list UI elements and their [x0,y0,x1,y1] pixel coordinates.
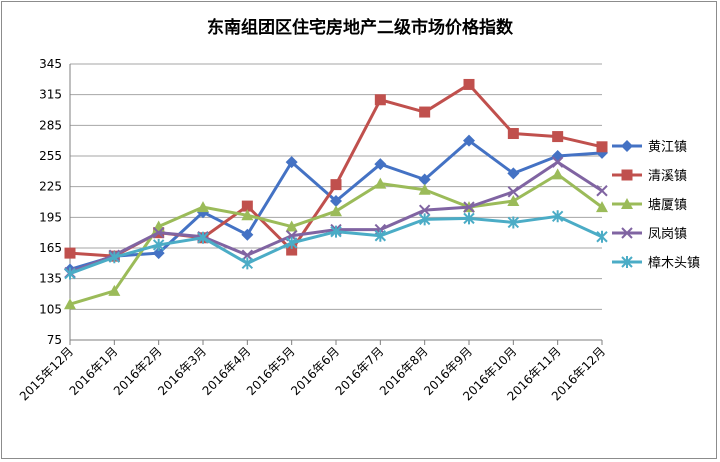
x-marker [507,186,520,198]
square-marker [64,247,76,259]
star-marker [152,238,165,251]
triangle-marker [596,201,608,213]
x-marker [152,226,165,239]
x-marker [463,201,475,213]
legend-label: 清溪镇 [648,169,687,184]
triangle-marker [374,177,387,189]
star-marker [197,231,209,244]
triangle-marker [551,168,564,180]
legend-label: 樟木头镇 [648,256,700,271]
diamond-marker [463,134,475,147]
chart-title: 东南组团区住宅房地产二级市场价格指数 [207,18,513,38]
diamond-marker [551,150,564,162]
series-line [69,172,603,306]
legend-label: 黄江镇 [648,140,687,155]
x-tick-label: 2015年12月 [17,344,76,403]
star-marker [418,213,431,226]
star-marker [108,251,121,264]
triangle-marker [285,220,298,232]
diamond-marker [330,194,342,207]
diamond-marker [374,158,387,171]
star-marker [507,216,520,229]
triangle-marker [241,209,254,221]
y-tick-label: 345 [39,57,62,71]
square-marker [621,169,633,181]
triangle-marker [197,201,209,213]
y-tick-label: 225 [39,180,62,194]
x-marker [241,249,254,261]
square-marker [596,141,608,153]
y-tick-label: 105 [39,302,62,316]
star-marker [551,210,564,223]
square-marker [552,131,564,143]
y-tick-label: 195 [39,210,62,224]
y-tick-label: 255 [39,149,62,163]
diamond-marker [241,228,254,241]
x-marker [418,204,431,216]
triangle-marker [108,284,121,296]
diamond-marker [418,173,431,186]
diamond-marker [152,247,165,260]
diamond-marker [285,156,298,169]
square-marker [286,244,298,256]
y-tick-label: 315 [39,88,62,102]
x-marker [621,227,633,239]
x-marker [551,156,564,168]
triangle-marker [621,198,633,209]
star-marker [241,257,254,270]
triangle-marker [418,183,431,195]
triangle-marker [64,298,76,310]
square-marker [330,179,342,191]
y-tick-label: 165 [39,241,62,255]
square-marker [241,200,253,212]
square-marker [419,106,431,118]
legend-label: 凤岗镇 [648,227,687,242]
triangle-marker [330,205,342,217]
star-marker [64,267,76,280]
star-marker [285,236,298,249]
y-tick-label: 285 [39,118,62,132]
y-tick-label: 135 [39,272,62,286]
y-tick-label: 75 [47,333,62,347]
star-marker [463,212,475,225]
square-marker [507,128,519,140]
triangle-marker [507,194,520,206]
series-line [69,214,603,275]
star-marker [374,229,387,242]
diamond-marker [621,140,633,152]
square-marker [463,78,475,90]
x-marker [596,185,608,197]
square-marker [374,94,386,106]
diamond-marker [507,167,520,180]
legend-label: 塘厦镇 [648,197,687,213]
star-marker [330,225,342,238]
star-marker [596,230,608,243]
star-marker [621,256,633,268]
